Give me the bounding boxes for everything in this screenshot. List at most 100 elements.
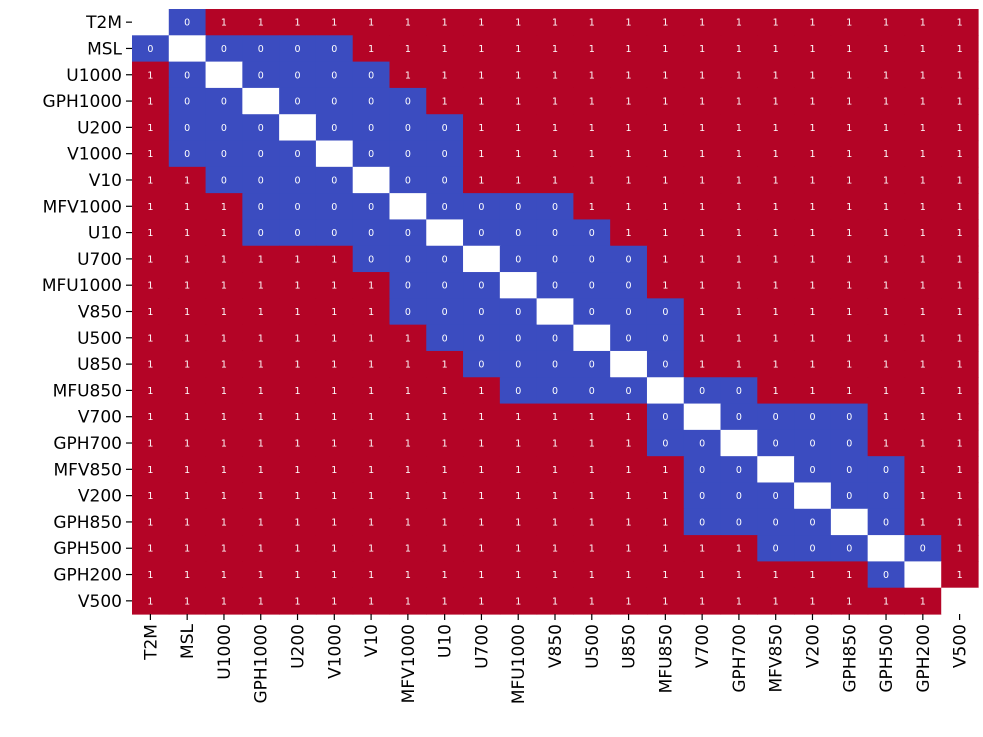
cell-value-label: 1 <box>846 228 852 239</box>
heatmap-cell <box>536 245 574 273</box>
cell-value-label: 1 <box>405 570 411 581</box>
cell-value-label: 1 <box>957 281 963 292</box>
cell-value-label: 1 <box>221 596 227 607</box>
cell-value-label: 1 <box>957 570 963 581</box>
cell-value-label: 1 <box>552 491 558 502</box>
heatmap-cell <box>646 245 685 273</box>
cell-value-label: 1 <box>294 517 300 528</box>
cell-value-label: 1 <box>589 412 595 423</box>
cell-value-label: 1 <box>589 175 595 186</box>
heatmap-cell <box>168 350 207 378</box>
heatmap-cell <box>168 166 207 194</box>
cell-value-label: 1 <box>147 333 153 344</box>
cell-value-label: 1 <box>368 386 374 397</box>
cell-value-label: 1 <box>957 307 963 318</box>
heatmap-cell <box>536 456 574 484</box>
heatmap-cell <box>168 87 207 115</box>
cell-value-label: 1 <box>331 596 337 607</box>
cell-value-label: 1 <box>662 18 668 29</box>
heatmap-cell <box>352 324 391 352</box>
heatmap-cell <box>168 429 207 457</box>
heatmap-cell <box>463 35 501 63</box>
heatmap-cell <box>536 35 574 63</box>
heatmap-cell <box>389 272 427 299</box>
cell-value-label: 1 <box>920 360 926 371</box>
heatmap-cell <box>352 9 391 36</box>
heatmap-cell <box>499 429 538 457</box>
heatmap-cell <box>867 324 906 352</box>
x-tick-label: T2M <box>141 624 161 661</box>
heatmap-cell <box>242 403 280 431</box>
heatmap-cell <box>867 587 906 615</box>
cell-value-label: 1 <box>699 544 705 555</box>
heatmap-cell <box>794 403 832 431</box>
cell-value-label: 1 <box>920 307 926 318</box>
cell-value-label: 1 <box>809 360 815 371</box>
cell-value-label: 1 <box>883 254 889 265</box>
heatmap-cell <box>646 350 685 378</box>
x-tick-label: U850 <box>620 624 640 669</box>
cell-value-label: 1 <box>589 439 595 450</box>
cell-value-label: 1 <box>846 44 852 55</box>
heatmap-cell <box>426 482 464 510</box>
cell-value-label: 1 <box>846 596 852 607</box>
heatmap-cell <box>499 456 538 484</box>
heatmap-cell <box>573 456 611 484</box>
heatmap-cell <box>315 429 354 457</box>
cell-value-label: 1 <box>626 596 632 607</box>
cell-value-label: 1 <box>405 491 411 502</box>
cell-value-label: 1 <box>846 281 852 292</box>
heatmap-cell <box>499 245 538 273</box>
cell-value-label: 1 <box>368 360 374 371</box>
heatmap-cell <box>720 114 758 142</box>
x-tick-label: V200 <box>803 624 823 668</box>
heatmap-cell <box>683 456 722 484</box>
heatmap-cell <box>205 9 243 36</box>
cell-value-label: 1 <box>184 412 190 423</box>
cell-value-label: 1 <box>442 491 448 502</box>
heatmap-cell <box>426 9 464 36</box>
heatmap-cell <box>683 350 722 378</box>
cell-value-label: 1 <box>405 70 411 81</box>
cell-value-label: 0 <box>626 281 632 292</box>
cell-value-label: 1 <box>883 97 889 108</box>
heatmap-cell <box>426 298 464 326</box>
cell-value-label: 0 <box>773 517 779 528</box>
cell-value-label: 1 <box>736 544 742 555</box>
cell-value-label: 1 <box>184 175 190 186</box>
heatmap-cell <box>315 403 354 431</box>
heatmap-cell <box>426 35 464 63</box>
heatmap-cell <box>242 87 280 115</box>
heatmap-cell <box>757 140 795 168</box>
cell-value-label: 1 <box>626 175 632 186</box>
heatmap-cell <box>867 561 906 589</box>
cell-value-label: 1 <box>957 149 963 160</box>
heatmap-cell <box>867 482 906 510</box>
cell-value-label: 1 <box>920 18 926 29</box>
heatmap-cell <box>389 193 427 221</box>
heatmap-cell <box>941 61 979 89</box>
x-tick-label: U10 <box>436 624 456 658</box>
heatmap-cell <box>904 35 942 63</box>
cell-value-label: 1 <box>736 97 742 108</box>
heatmap-cell <box>315 561 354 589</box>
cell-value-label: 1 <box>699 18 705 29</box>
x-axis: T2M MSL U1000 GPH1000 U200 V1000 V10 MFV1000 U10… <box>141 614 971 704</box>
cell-value-label: 1 <box>258 307 264 318</box>
cell-value-label: 1 <box>662 70 668 81</box>
cell-value-label: 1 <box>662 97 668 108</box>
heatmap-cell <box>904 193 942 221</box>
heatmap-cell <box>904 587 942 615</box>
cell-value-label: 1 <box>478 123 484 134</box>
cell-value-label: 1 <box>699 228 705 239</box>
heatmap-cell <box>536 508 574 536</box>
cell-value-label: 1 <box>331 254 337 265</box>
cell-value-label: 0 <box>699 465 705 476</box>
heatmap-cell <box>536 561 574 589</box>
heatmap-cell <box>352 298 391 326</box>
heatmap-cell <box>426 403 464 431</box>
cell-value-label: 0 <box>258 70 264 81</box>
heatmap-cell <box>720 350 758 378</box>
cell-value-label: 1 <box>957 333 963 344</box>
heatmap-cell <box>463 456 501 484</box>
